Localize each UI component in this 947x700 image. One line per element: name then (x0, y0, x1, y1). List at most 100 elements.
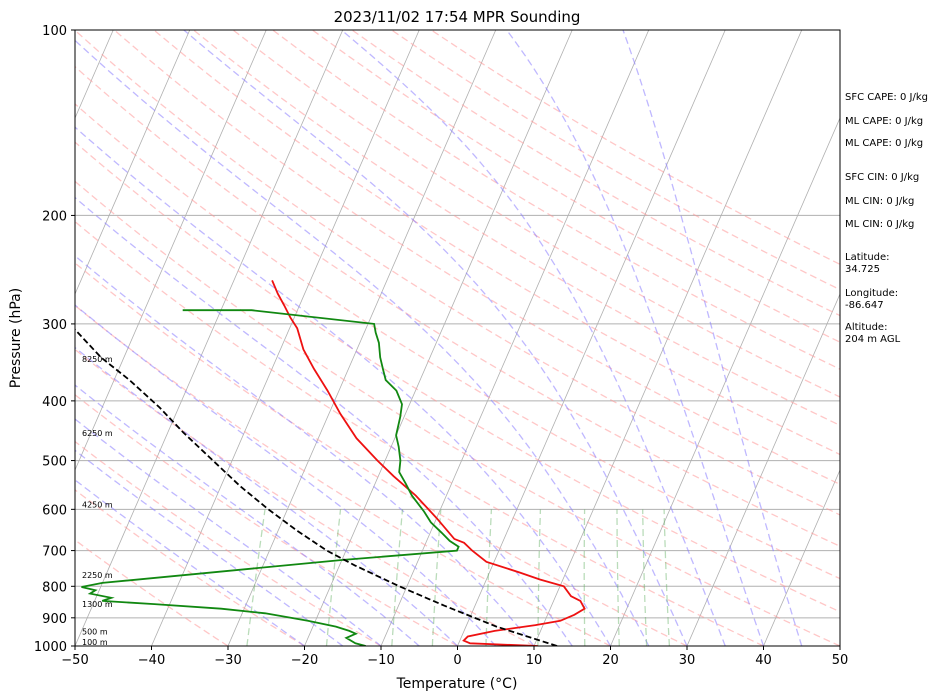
x-tick-label: −30 (214, 653, 241, 668)
isotherm-line (686, 292, 840, 646)
isotherm-line (533, 30, 803, 646)
height-label: 100 m (82, 638, 108, 647)
dry-adiabat-line (75, 30, 840, 516)
x-tick-label: 30 (679, 653, 696, 668)
ml-cape-text-2: ML CAPE: 0 J/kg (845, 138, 924, 149)
moist-adiabat-line (75, 196, 573, 646)
isotherm-line (763, 468, 840, 646)
y-tick-label: 500 (42, 455, 67, 470)
y-tick-label: 800 (42, 580, 67, 595)
dry-adiabat-line (75, 489, 305, 646)
moist-adiabat-line (75, 126, 612, 646)
dry-adiabat-line (391, 30, 840, 291)
longitude-text: Longitude: -86.647 (845, 288, 899, 311)
mixing-ratio-line (616, 509, 620, 646)
dry-adiabat-line (75, 304, 611, 646)
isotherm-line (304, 30, 573, 646)
dry-adiabat-line (75, 220, 764, 646)
dewpoint-line (81, 309, 460, 646)
y-tick-label: 300 (42, 318, 67, 333)
isotherm-line (75, 30, 191, 296)
moist-adiabat-line (75, 346, 458, 646)
dry-adiabat-line (75, 262, 688, 646)
y-tick-label: 100 (42, 24, 67, 39)
moist-adiabat-line (75, 254, 535, 646)
height-label: 1300 m (82, 600, 113, 609)
altitude-text: Altitude: 204 m AGL (845, 322, 901, 345)
y-tick-label: 200 (42, 209, 67, 224)
x-axis-label: Temperature (°C) (396, 676, 518, 692)
isotherm-line (151, 30, 420, 646)
dry-adiabat-line (75, 348, 535, 646)
isotherm-line (75, 30, 267, 472)
dry-adiabat-line (75, 65, 840, 547)
x-tick-label: −40 (138, 653, 165, 668)
moist-adiabat-line (75, 39, 650, 646)
dry-adiabat-line (75, 393, 458, 646)
mixing-ratio-line (391, 509, 404, 646)
mixing-ratio-line (642, 509, 648, 646)
latitude-text: Latitude: 34.725 (845, 252, 890, 275)
ml-cin-text-2: ML CIN: 0 J/kg (845, 219, 915, 230)
y-tick-label: 700 (42, 545, 67, 560)
isotherm-line (380, 30, 650, 646)
temperature-line (271, 280, 586, 646)
dry-adiabat-line (193, 30, 840, 427)
y-axis-label: Pressure (hPa) (8, 288, 24, 388)
mixing-ratio-line (583, 509, 586, 646)
mixing-ratio-line (663, 509, 671, 646)
ml-cape-text: ML CAPE: 0 J/kg (845, 116, 924, 127)
sounding-series (75, 280, 586, 646)
dry-adiabat-line (272, 30, 840, 370)
height-label: 6250 m (82, 429, 113, 438)
isotherm-line (75, 30, 344, 646)
moist-adiabat-line (340, 30, 726, 646)
x-tick-label: −50 (61, 653, 88, 668)
mixing-ratio-line (537, 509, 542, 646)
isotherm-line (610, 116, 840, 646)
parcel-line (75, 328, 558, 646)
dry-adiabat-line (75, 539, 229, 646)
plot-frame (74, 29, 841, 647)
y-tick-label: 1000 (34, 640, 67, 655)
y-tick-label: 900 (42, 612, 67, 627)
x-tick-label: −20 (291, 653, 318, 668)
y-tick-label: 400 (42, 395, 67, 410)
dry-adiabat-line (75, 103, 840, 580)
sfc-cin-text: SFC CIN: 0 J/kg (845, 172, 920, 183)
dry-adiabat-line (75, 141, 840, 613)
dry-adiabat-line (113, 30, 840, 486)
moist-adiabat-line (75, 384, 420, 646)
x-tick-label: −10 (367, 653, 394, 668)
dry-adiabat-line (312, 30, 840, 343)
x-tick-label: 0 (453, 653, 461, 668)
isotherm-line (457, 30, 726, 646)
height-label: 8250 m (82, 355, 113, 364)
x-axis-ticks: −50 −40 −30 −20 −10 0 10 20 30 40 50 (61, 646, 848, 668)
dry-adiabat-line (232, 30, 840, 398)
height-label: 2250 m (82, 571, 113, 580)
ml-cin-text: ML CIN: 0 J/kg (845, 196, 915, 207)
y-axis-ticks: 1000 900 800 700 600 500 400 300 200 100 (34, 24, 75, 655)
x-tick-label: 40 (755, 653, 772, 668)
mixing-ratio-line (485, 509, 493, 646)
moist-adiabat-line (622, 30, 803, 646)
x-tick-label: 20 (602, 653, 619, 668)
mixing-ratio-line (325, 509, 342, 646)
x-tick-label: 50 (832, 653, 849, 668)
dry-adiabat-line (153, 30, 840, 456)
y-tick-label: 600 (42, 503, 67, 518)
height-label: 4250 m (82, 500, 113, 509)
moist-adiabat-line (183, 30, 688, 646)
moist-adiabat-line (506, 30, 765, 646)
dry-adiabat-line (75, 180, 840, 646)
mixing-ratio-line (431, 509, 442, 646)
sfc-cape-text: SFC CAPE: 0 J/kg (845, 92, 928, 103)
moist-adiabat-line (75, 418, 382, 646)
chart-title: 2023/11/02 17:54 MPR Sounding (334, 8, 581, 26)
dry-adiabat-line (351, 30, 840, 317)
height-label: 500 m (82, 628, 108, 637)
mixing-ratio-line (246, 509, 266, 646)
